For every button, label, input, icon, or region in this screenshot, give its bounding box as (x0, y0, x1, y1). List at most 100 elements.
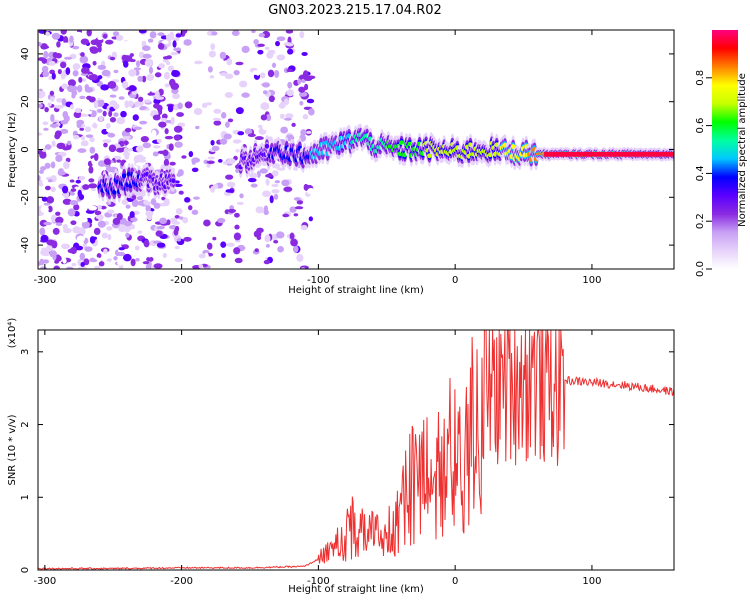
spectrogram-speckle (73, 134, 80, 140)
spectrogram-speckle (183, 236, 192, 242)
spectrogram-speckle (289, 232, 295, 240)
spectrogram-speckle (170, 217, 178, 223)
spectrogram-speckle (178, 216, 184, 220)
spectrogram-speckle (84, 109, 93, 115)
spectrogram-speckle (113, 155, 122, 160)
spectrogram-speckle (235, 61, 244, 66)
spectrogram-speckle (283, 98, 290, 106)
spectrogram-speckle (157, 42, 165, 50)
spectrogram-speckle (184, 196, 191, 203)
spectrogram-speckle (79, 252, 86, 261)
spectrogram-speckle (183, 39, 192, 46)
spectrogram-speckle (303, 183, 309, 191)
spectrogram-speckle (135, 145, 144, 153)
spectrogram-speckle (194, 60, 203, 65)
spectrogram-speckle (256, 235, 262, 241)
spectrogram-speckle (145, 210, 154, 217)
spectrogram-speckle (136, 251, 143, 257)
spectrogram-speckle (252, 70, 258, 75)
spectrogram-speckle (74, 107, 82, 114)
spectrogram-speckle (226, 181, 236, 188)
spectrogram-speckle (191, 158, 196, 166)
spectrogram-speckle (298, 86, 306, 93)
spectrogram-speckle (188, 150, 194, 158)
spectrogram-speckle (170, 82, 180, 90)
spectrogram-speckle (38, 132, 43, 136)
spectrogram-speckle (38, 174, 41, 182)
spectrogram-speckle (167, 65, 175, 72)
spectrogram-speckle (174, 180, 180, 184)
spectrogram-speckle (129, 58, 136, 63)
spectrogram-speckle (81, 220, 90, 229)
spectrogram-speckle (75, 179, 81, 184)
spectrogram-speckle (182, 217, 189, 224)
spectrogram-speckle (142, 261, 150, 265)
spectrogram-speckle (208, 50, 216, 58)
spectrogram-speckle (267, 69, 275, 78)
spectrogram-speckle (43, 221, 52, 226)
spectrogram-speckle (241, 45, 250, 54)
spectrogram-speckle (268, 95, 275, 103)
spectrogram-speckle (73, 204, 80, 211)
spectrogram-speckle (45, 31, 51, 37)
spectrogram-speckle (47, 102, 52, 107)
spectrogram-speckle (44, 225, 50, 234)
spectrogram-speckle (169, 224, 177, 230)
spectrogram-speckle (78, 175, 86, 181)
y-tick-label: 2 (20, 421, 31, 427)
spectrogram-speckle (54, 130, 62, 138)
spectrogram-x-axis-label: Height of straight line (km) (288, 285, 424, 296)
spectrogram-speckle (69, 35, 74, 43)
spectrogram-speckle (172, 93, 180, 100)
spectrogram-speckle (88, 166, 94, 174)
spectrogram-speckle (97, 160, 106, 167)
spectrogram-speckle (67, 248, 77, 254)
spectrogram-speckle (72, 226, 81, 234)
spectrogram-speckle (173, 125, 183, 133)
x-tick-label: 100 (582, 275, 601, 286)
spectrogram-speckle (71, 262, 77, 267)
spectrogram-speckle (209, 75, 215, 79)
spectrogram-speckle (195, 125, 200, 130)
spectrogram-speckle (173, 134, 181, 141)
spectrogram-speckle (276, 36, 286, 42)
spectrogram-speckle (227, 118, 234, 123)
spectrogram-speckle (122, 80, 129, 89)
spectrogram-speckle (280, 126, 289, 134)
snr-y-axis-label: SNR (10 * v/v) (7, 414, 18, 485)
spectrogram-speckle (164, 83, 170, 88)
spectrogram-speckle (263, 259, 271, 265)
spectrogram-speckle (131, 195, 137, 200)
spectrogram-speckle (299, 101, 304, 106)
spectrogram-speckle (273, 98, 281, 105)
colorbar-tick-label: 0.6 (695, 118, 706, 134)
spectrogram-speckle (260, 114, 268, 121)
spectrogram-speckle (122, 253, 132, 262)
spectrogram-speckle (260, 102, 270, 110)
spectrogram-speckle (135, 257, 140, 262)
spectrogram-speckle (93, 100, 99, 109)
spectrogram-speckle (70, 220, 77, 226)
spectrogram-speckle (264, 234, 271, 243)
spectrogram-speckle (40, 249, 50, 256)
spectrogram-speckle (76, 85, 83, 93)
spectrogram-speckle (161, 40, 169, 45)
spectrogram-speckle (247, 133, 256, 138)
spectrogram-speckle (241, 92, 250, 98)
spectrogram-speckle (56, 97, 63, 103)
spectrogram-speckle (138, 30, 147, 34)
spectrogram-speckle (98, 115, 104, 122)
spectrogram-speckle (69, 179, 75, 183)
spectrogram-speckle (79, 95, 86, 100)
spectrogram-speckle (133, 126, 143, 131)
spectrogram-speckle (57, 68, 62, 75)
spectrogram-speckle (106, 258, 113, 262)
spectrogram-speckle (123, 33, 130, 41)
spectrogram-speckle (95, 215, 104, 220)
spectrogram-speckle (213, 108, 222, 114)
spectrogram-speckle (173, 183, 183, 187)
spectrogram-speckle (254, 248, 259, 253)
spectrogram-speckle (55, 202, 62, 208)
spectrogram-speckle (137, 75, 143, 82)
